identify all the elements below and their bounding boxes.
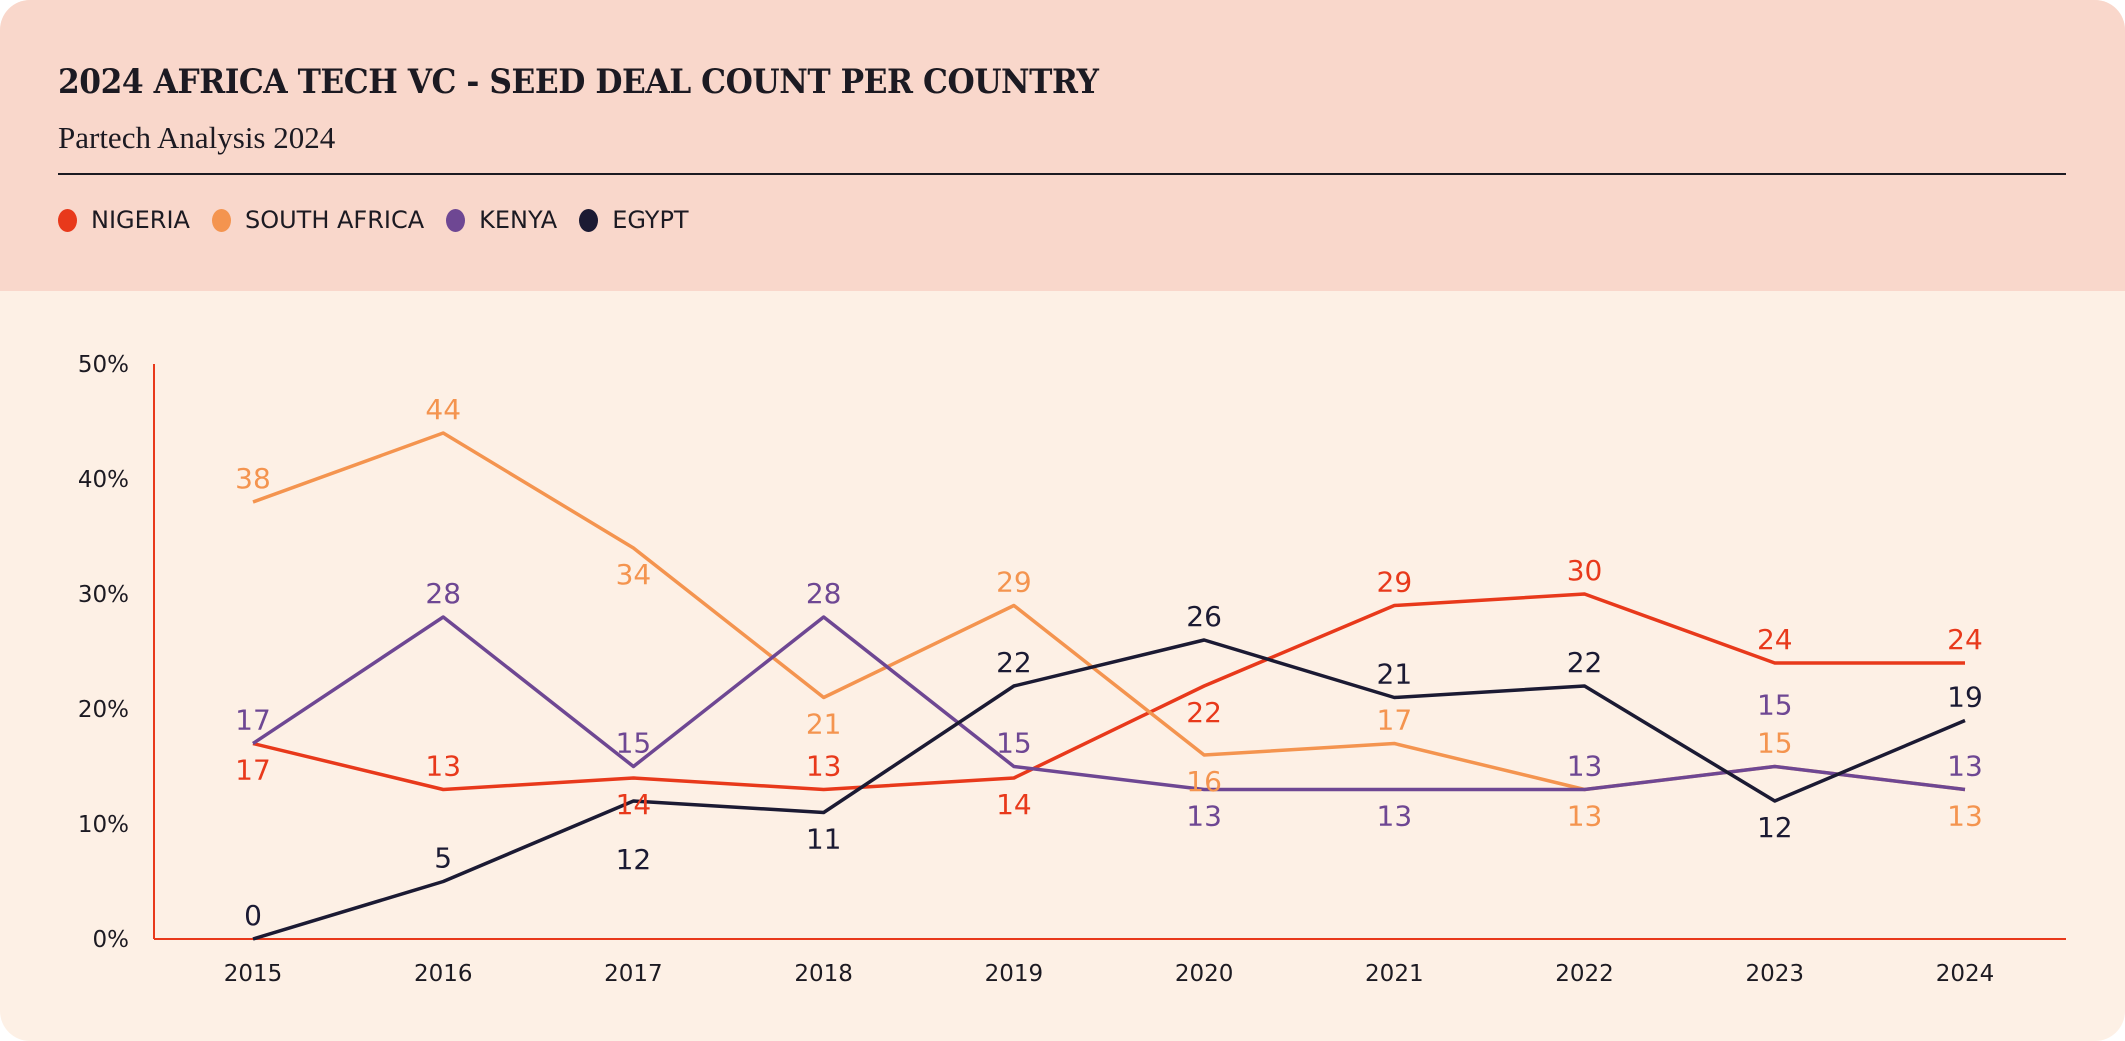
- x-tick-label: 2021: [1365, 961, 1424, 987]
- x-tick-label: 2015: [224, 961, 283, 987]
- data-label: 13: [1567, 750, 1603, 783]
- data-label: 44: [425, 393, 461, 426]
- data-label: 38: [235, 462, 271, 495]
- x-tick-label: 2019: [985, 961, 1044, 987]
- data-label: 24: [1757, 623, 1793, 656]
- chart-subtitle: Partech Analysis 2024: [58, 120, 336, 155]
- legend-label: SOUTH AFRICA: [244, 206, 425, 234]
- data-label: 15: [996, 727, 1032, 760]
- legend-item-south-africa: SOUTH AFRICA: [211, 206, 425, 234]
- data-label: 14: [616, 788, 652, 821]
- data-label: 15: [1757, 689, 1793, 722]
- x-tick-label: 2020: [1175, 961, 1234, 987]
- data-label: 29: [1377, 566, 1413, 599]
- y-tick-label: 20%: [78, 697, 129, 723]
- legend: NIGERIA SOUTH AFRICA KENYA EGYPT: [58, 206, 689, 234]
- data-label: 13: [1567, 800, 1603, 833]
- data-label: 24: [1947, 623, 1983, 656]
- x-tick-label: 2024: [1936, 961, 1995, 987]
- data-label: 22: [1567, 646, 1603, 679]
- x-tick-label: 2022: [1555, 961, 1614, 987]
- data-label: 17: [235, 704, 271, 737]
- legend-label: NIGERIA: [91, 206, 190, 234]
- data-label: 29: [996, 566, 1032, 599]
- data-label: 5: [434, 842, 452, 875]
- data-label: 19: [1947, 681, 1983, 714]
- series-line-nigeria: [252, 592, 1965, 792]
- data-label: 28: [806, 577, 842, 610]
- data-label: 22: [1186, 696, 1222, 729]
- series-line-kenya: [252, 615, 1966, 792]
- data-label: 13: [1947, 750, 1983, 783]
- series-line-south-africa: [252, 431, 1966, 792]
- y-tick-label: 50%: [78, 352, 129, 378]
- data-label: 17: [235, 754, 271, 787]
- data-label: 13: [806, 750, 842, 783]
- data-label: 22: [996, 646, 1032, 679]
- data-label: 15: [1757, 727, 1793, 760]
- data-label: 21: [1377, 658, 1413, 691]
- x-tick-label: 2016: [414, 961, 473, 987]
- x-tick-label: 2017: [604, 961, 663, 987]
- data-label: 26: [1186, 600, 1222, 633]
- y-tick-label: 0%: [93, 927, 130, 953]
- header-divider: [58, 173, 2066, 175]
- legend-item-egypt: EGYPT: [579, 206, 689, 234]
- series-line-egypt: [252, 638, 1966, 941]
- data-label: 12: [616, 843, 652, 876]
- x-tick-label: 2023: [1746, 961, 1805, 987]
- y-tick-label: 10%: [78, 812, 129, 838]
- data-label: 0: [244, 899, 262, 932]
- legend-label: KENYA: [479, 206, 558, 234]
- legend-dot-icon: [579, 208, 599, 232]
- legend-dot-icon: [58, 208, 77, 232]
- data-label: 11: [806, 823, 842, 856]
- data-label: 13: [1377, 800, 1413, 833]
- legend-dot-icon: [446, 208, 466, 232]
- data-label: 28: [425, 577, 461, 610]
- data-label: 14: [996, 788, 1032, 821]
- data-label: 13: [1186, 800, 1222, 833]
- data-label: 12: [1757, 811, 1793, 844]
- chart-header: 2024 AFRICA TECH VC - SEED DEAL COUNT PE…: [0, 0, 2125, 291]
- data-label: 16: [1186, 765, 1222, 798]
- y-tick-label: 40%: [78, 467, 129, 493]
- data-label: 21: [806, 708, 842, 741]
- data-label: 34: [616, 558, 652, 591]
- legend-dot-icon: [211, 208, 231, 232]
- data-label: 30: [1567, 554, 1603, 587]
- data-label: 17: [1377, 704, 1413, 737]
- chart-title: 2024 AFRICA TECH VC - SEED DEAL COUNT PE…: [58, 62, 1099, 102]
- data-label: 15: [616, 727, 652, 760]
- legend-item-nigeria: NIGERIA: [58, 206, 190, 234]
- data-label: 13: [1947, 800, 1983, 833]
- legend-label: EGYPT: [612, 206, 689, 234]
- legend-item-kenya: KENYA: [446, 206, 557, 234]
- y-tick-label: 30%: [78, 582, 129, 608]
- x-tick-label: 2018: [794, 961, 853, 987]
- data-label: 13: [425, 750, 461, 783]
